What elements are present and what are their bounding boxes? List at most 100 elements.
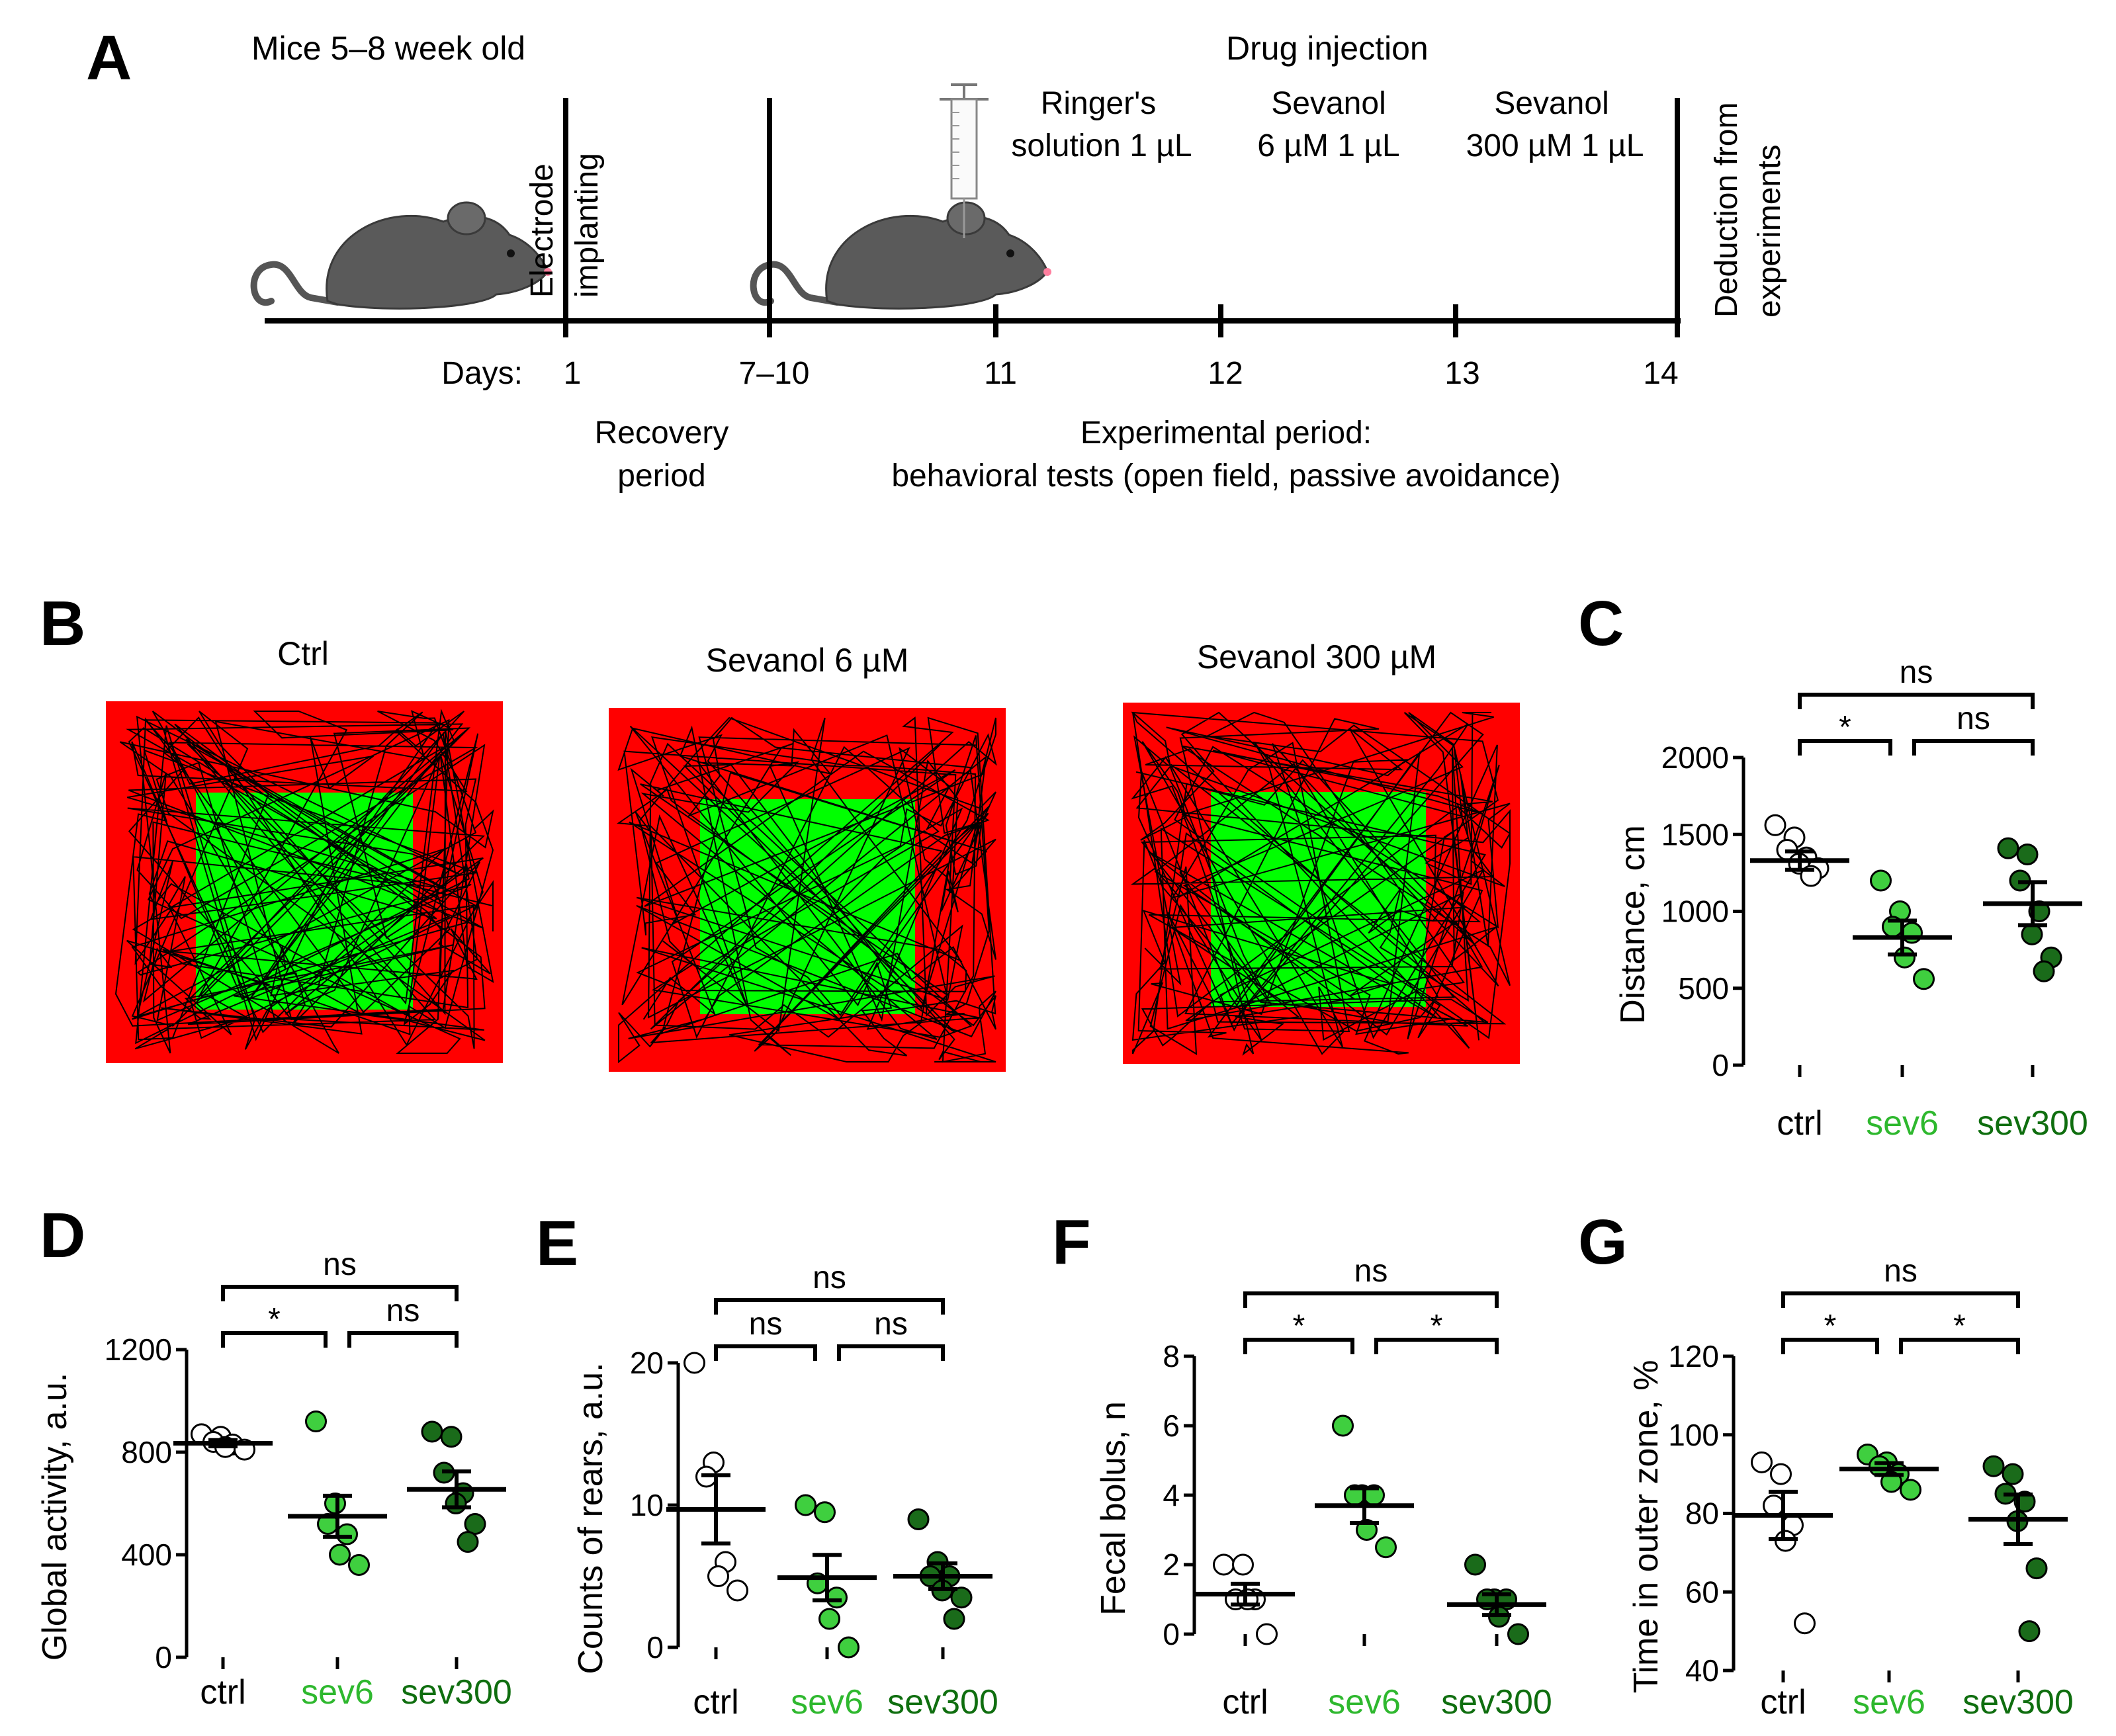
panel-label-f: F [1052, 1207, 1091, 1278]
significance-bracket [221, 1285, 459, 1301]
category-label: sev6 [1853, 1683, 1925, 1721]
data-point [457, 1531, 479, 1553]
significance-bracket [1243, 1338, 1354, 1354]
significance-bracket [1243, 1291, 1499, 1308]
category-label: sev300 [1962, 1683, 2074, 1721]
category-label: sev300 [401, 1673, 512, 1712]
panel-label-e: E [536, 1208, 578, 1279]
data-point [1764, 814, 1786, 836]
significance-label: ns [813, 1260, 846, 1295]
data-point [950, 1586, 973, 1609]
data-point [1751, 1451, 1773, 1473]
experimental-period-label: Experimental period: [1080, 415, 1372, 451]
category-label: sev300 [887, 1683, 998, 1721]
significance-label: ns [1884, 1254, 1918, 1289]
data-point [1232, 1553, 1254, 1576]
y-tick-label: 800 [121, 1435, 172, 1469]
y-tick-label: 10 [630, 1488, 664, 1522]
category-label: ctrl [693, 1683, 738, 1721]
significance-label: ns [1354, 1254, 1388, 1289]
day-label: 14 [1643, 356, 1678, 391]
y-axis-label: Global activity, a.u. [36, 1373, 74, 1661]
significance-label: ns [1900, 655, 1933, 690]
data-point [1982, 1455, 2005, 1477]
category-label: ctrl [1777, 1104, 1822, 1143]
data-point [814, 1501, 836, 1524]
y-tick-label: 2 [1163, 1547, 1180, 1582]
sevanol6-label: Sevanol [1271, 86, 1386, 121]
y-tick-label: 2000 [1661, 740, 1729, 775]
panel-label-b: B [40, 588, 85, 659]
data-point [1880, 1471, 1902, 1493]
significance-label: * [268, 1302, 281, 1337]
trajectory-path [1130, 711, 1511, 1056]
data-point [838, 1636, 860, 1659]
recovery-period-label: Recovery [595, 415, 729, 451]
y-axis-label: Fecal bolus, n [1094, 1401, 1133, 1616]
significance-bracket [1798, 739, 1892, 756]
open-field-ctrl [106, 701, 503, 1063]
data-point [683, 1352, 705, 1374]
trajectory [114, 709, 494, 1054]
significance-label: * [1293, 1309, 1305, 1344]
data-point [464, 1513, 486, 1535]
data-point [2025, 1557, 2048, 1580]
y-tick-label: 400 [121, 1538, 172, 1572]
day-label: 7–10 [739, 356, 810, 391]
sevanol300-dose-label: 300 µM 1 µL [1466, 128, 1644, 163]
data-point [1794, 1612, 1816, 1635]
panel-label-a: A [86, 22, 132, 93]
day-label: 11 [984, 356, 1017, 391]
mouse-icon [754, 202, 1051, 308]
category-label: sev6 [1328, 1683, 1401, 1721]
y-tick-label: 0 [646, 1630, 664, 1665]
deduction-label: Deduction from [1709, 103, 1744, 318]
y-tick-label: 8 [1163, 1339, 1180, 1373]
ringer-dose-label: solution 1 µL [1011, 128, 1192, 163]
day-label: 13 [1444, 356, 1479, 391]
y-tick-label: 40 [1685, 1653, 1719, 1688]
field-title-sev6: Sevanol 6 µM [706, 642, 909, 679]
data-point [707, 1565, 729, 1587]
y-axis-label: Time in outer zone, % [1627, 1360, 1665, 1694]
electrode-label: Electrode [525, 163, 560, 298]
drug-injection-label: Drug injection [1226, 30, 1429, 67]
data-point [1770, 1463, 1792, 1485]
y-tick-label: 0 [1163, 1617, 1180, 1651]
chart-fecal-bolus: 0 2 4 6 8 Fecal bolus, n ctrl sev6 sev300 ns * * [1094, 1254, 1552, 1721]
significance-bracket [1798, 693, 2035, 709]
significance-label: * [1839, 710, 1851, 745]
implanting-label: implanting [570, 153, 605, 298]
category-label: sev6 [301, 1673, 374, 1712]
category-label: sev300 [1977, 1104, 2088, 1143]
data-point [1332, 1414, 1354, 1437]
y-tick-label: 80 [1685, 1497, 1719, 1531]
significance-label: ns [386, 1293, 420, 1328]
y-tick-label: 0 [155, 1640, 172, 1674]
y-tick-label: 120 [1668, 1339, 1719, 1373]
significance-label: * [1431, 1309, 1443, 1344]
significance-label: ns [323, 1247, 357, 1282]
significance-bracket [1781, 1338, 1879, 1354]
y-tick-label: 1200 [105, 1332, 172, 1367]
y-tick-label: 20 [630, 1346, 664, 1380]
open-field-sev6 [609, 708, 1006, 1072]
data-point [1870, 869, 1892, 892]
panel-label-d: D [40, 1200, 85, 1271]
significance-label: * [1824, 1309, 1837, 1344]
data-point [421, 1420, 443, 1443]
y-tick-label: 0 [1712, 1048, 1729, 1082]
significance-bracket [714, 1298, 945, 1315]
trajectory [617, 716, 997, 1064]
category-label: sev6 [791, 1683, 863, 1721]
mice-age-label: Mice 5–8 week old [251, 30, 525, 67]
data-point [907, 1508, 930, 1530]
data-point [1913, 968, 1935, 990]
data-point [1464, 1553, 1486, 1576]
significance-bracket [1781, 1291, 2020, 1308]
day-label: 12 [1208, 356, 1243, 391]
category-label: ctrl [1760, 1683, 1806, 1721]
significance-label: ns [874, 1307, 908, 1342]
